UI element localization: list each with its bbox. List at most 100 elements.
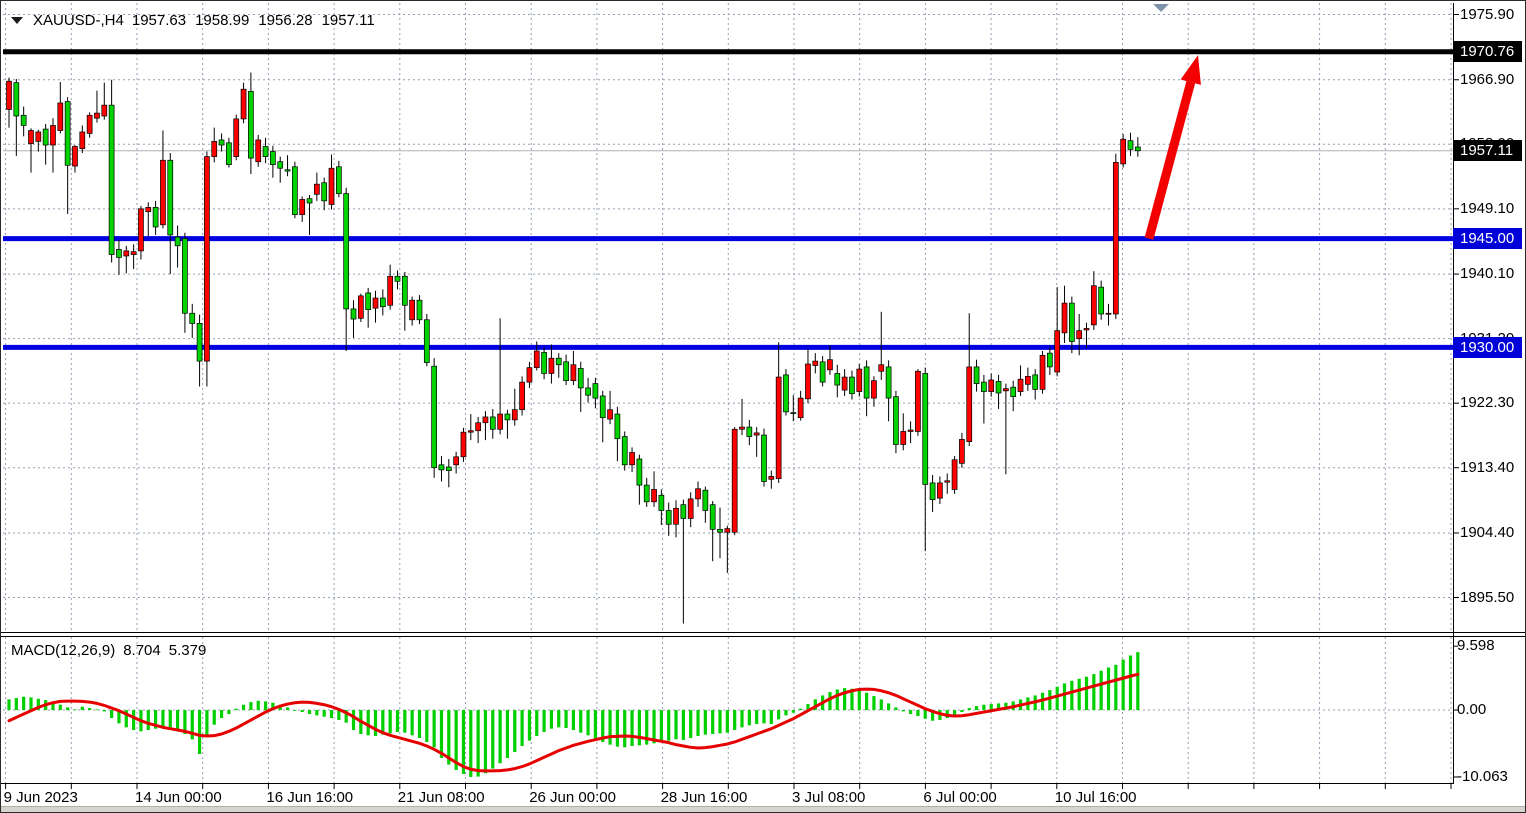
- candle-bear: [116, 249, 122, 258]
- macd-histogram-bar: [520, 710, 524, 746]
- macd-histogram-bar: [161, 710, 165, 727]
- candle-bear: [929, 482, 936, 500]
- macd-histogram-bar: [637, 710, 641, 746]
- macd-histogram-bar: [1048, 690, 1052, 711]
- candle-bear: [379, 297, 386, 308]
- macd-histogram-bar: [1128, 655, 1133, 711]
- macd-histogram-bar: [1084, 676, 1089, 711]
- macd-histogram-bar: [828, 692, 832, 711]
- candle-bear: [599, 395, 606, 419]
- candle-bull: [1090, 285, 1097, 326]
- macd-histogram-bar: [395, 710, 400, 733]
- price-tick-label: 1904.40: [1460, 523, 1515, 541]
- candle-bear: [336, 166, 342, 194]
- macd-histogram-bar: [571, 710, 576, 731]
- macd-histogram-bar: [73, 709, 77, 711]
- macd-histogram-bar: [483, 710, 488, 774]
- macd-histogram-bar: [989, 704, 993, 711]
- macd-histogram-bar: [417, 710, 422, 738]
- macd-histogram-bar: [1070, 680, 1074, 711]
- candle-bear: [42, 128, 49, 146]
- main-gridlines: [3, 3, 1453, 632]
- time-tick-label: 14 Jun 00:00: [135, 789, 222, 806]
- macd-histogram-bar: [124, 710, 128, 728]
- macd-histogram-bar: [461, 710, 466, 774]
- candle-bull: [204, 156, 210, 362]
- macd-histogram-bar: [879, 699, 883, 711]
- candle-bull: [138, 208, 144, 252]
- macd-histogram-bar: [733, 710, 737, 731]
- candle-bull: [497, 413, 503, 430]
- macd-pane[interactable]: [3, 637, 1453, 783]
- candle-bear: [995, 381, 1002, 394]
- candle-bear: [819, 361, 826, 383]
- candle-bull: [28, 130, 34, 144]
- candle-bull: [607, 409, 613, 420]
- price-tick-label: 1975.90: [1460, 5, 1515, 23]
- candle-bull: [878, 364, 885, 372]
- macd-histogram-bar: [439, 710, 444, 758]
- candle-bear: [108, 104, 115, 255]
- candle-bull: [673, 507, 679, 525]
- time-tick-label: 9 Jun 2023: [3, 789, 78, 806]
- candle-bull: [907, 429, 914, 432]
- candle-bull: [937, 482, 943, 499]
- candle-bear: [555, 357, 562, 366]
- candle-bear: [746, 426, 753, 437]
- macd-histogram-bar: [960, 710, 964, 713]
- macd-histogram-bar: [381, 710, 385, 735]
- candle-bull: [123, 250, 130, 257]
- candle-bull: [1061, 302, 1068, 334]
- candle-bull: [570, 364, 577, 382]
- macd-histogram-bar: [322, 710, 326, 717]
- candles: [6, 72, 1141, 624]
- candle-bull: [841, 376, 848, 391]
- macd-histogram-bar: [887, 703, 891, 711]
- candle-bear: [343, 193, 350, 310]
- macd-histogram-bar: [725, 710, 729, 733]
- macd-histogram-bar: [696, 710, 700, 736]
- candle-bear: [702, 489, 709, 511]
- macd-tick-label: -10.063: [1457, 768, 1508, 785]
- ohlc-high: 1958.99: [195, 12, 250, 29]
- candle-bear: [20, 114, 27, 126]
- candle-bear: [284, 169, 291, 172]
- candle-bull: [687, 498, 694, 519]
- macd-histogram-bar: [285, 707, 290, 711]
- symbol-collapse-icon[interactable]: [11, 17, 23, 24]
- macd-histogram-bar: [403, 710, 407, 733]
- macd-histogram-bar: [132, 710, 136, 731]
- price-level-badge: 1957.11: [1453, 140, 1522, 162]
- macd-histogram-bar: [982, 704, 986, 711]
- macd-histogram-bar: [234, 708, 238, 711]
- main-chart-pane[interactable]: [3, 3, 1453, 632]
- price-tick-label: 1940.10: [1460, 265, 1515, 283]
- candle-bear: [1010, 386, 1017, 397]
- macd-histogram-bar: [740, 710, 744, 728]
- candle-bull: [86, 114, 93, 134]
- candle-bull: [130, 251, 137, 255]
- macd-histogram-bar: [344, 710, 348, 723]
- time-tick-label: 26 Jun 00:00: [529, 789, 616, 806]
- candle-bear: [423, 319, 430, 363]
- candle-bear: [365, 292, 372, 310]
- candle-bear: [585, 387, 591, 396]
- candle-bear: [270, 151, 276, 165]
- candle-bull: [827, 359, 833, 371]
- macd-histogram-bar: [967, 708, 971, 711]
- macd-histogram-bar: [351, 710, 356, 731]
- trend-arrow[interactable]: [1144, 55, 1201, 240]
- chart-shift-marker-icon[interactable]: [1153, 4, 1169, 12]
- trend-arrow-shaft: [1144, 80, 1196, 240]
- candle-bear: [621, 436, 628, 466]
- macd-histogram-bar: [674, 710, 678, 740]
- macd-histogram-bar: [1136, 652, 1140, 711]
- macd-name: MACD(12,26,9): [11, 642, 116, 659]
- macd-histogram-bar: [557, 710, 561, 728]
- candle-bear: [577, 368, 584, 389]
- ohlc-open: 1957.63: [131, 12, 187, 29]
- candle-bull: [548, 357, 555, 374]
- macd-histogram-bar: [197, 710, 202, 754]
- candle-bull: [1105, 312, 1112, 315]
